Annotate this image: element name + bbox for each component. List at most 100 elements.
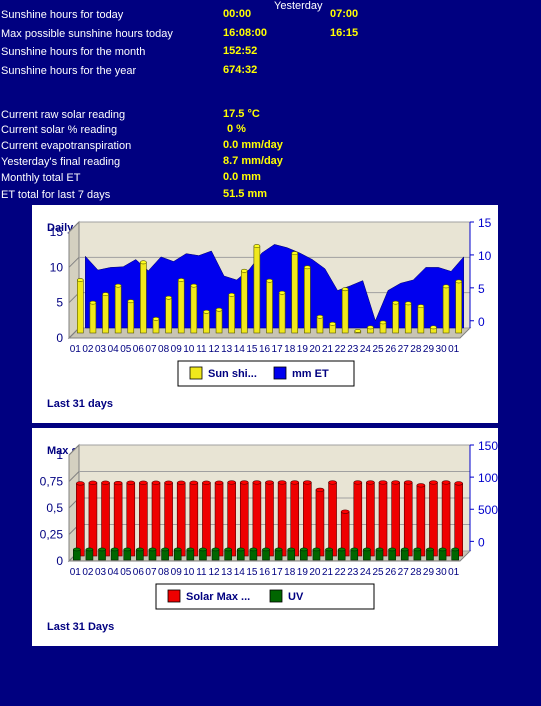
x-tick-label: 10 <box>183 344 195 355</box>
sun-bar-top <box>379 320 387 325</box>
et-7days-label: ET total for last 7 days <box>1 189 111 201</box>
x-tick-label: 30 <box>436 344 448 355</box>
sun-bar-top <box>266 278 273 283</box>
solar-bar <box>265 482 274 557</box>
sun-bar-top <box>240 268 248 273</box>
solar-bar <box>290 482 300 557</box>
uv-bar-top <box>148 547 157 552</box>
uv-bar-top <box>300 547 308 552</box>
y2-tick-label: 15 <box>478 216 492 230</box>
sunshine-et-chart: Daily sunshine hours/ ET0510150510150102… <box>47 216 492 410</box>
uv-bar-top <box>388 547 396 552</box>
solar-bar-top <box>252 480 262 485</box>
solar-uv-chart-panel: Max solar, Max UV00,250,50,7510500100015… <box>32 428 498 646</box>
x-tick-label: 21 <box>322 344 334 355</box>
sunshine-year-label: Sunshine hours for the year <box>1 65 137 77</box>
x-tick-label: 09 <box>171 567 183 578</box>
uv-bar-top <box>325 547 333 552</box>
x-tick-label: 11 <box>196 567 207 578</box>
x-tick-label: 16 <box>259 567 271 578</box>
sun-bar-top <box>291 251 299 256</box>
legend-box <box>177 360 355 387</box>
x-tick-label: 21 <box>322 567 334 578</box>
x-tick-label: 24 <box>360 344 372 355</box>
x-tick-label: 03 <box>95 344 107 355</box>
solar-bar <box>227 482 236 557</box>
uv-bar-top <box>363 547 371 552</box>
x-tick-label: 01 <box>448 567 460 578</box>
solar-bar-top <box>277 480 287 485</box>
sun-bar <box>102 293 109 334</box>
sun-bar-top <box>77 278 84 282</box>
sun-bar <box>253 245 261 334</box>
x-tick-label: 20 <box>309 567 321 578</box>
y2-tick-label: 0 <box>478 535 485 549</box>
sun-bar-top <box>114 283 122 288</box>
solar-bar <box>416 485 426 557</box>
solar-bar-top <box>101 480 110 485</box>
sun-bar-top <box>253 244 261 248</box>
x-tick-label: 06 <box>133 567 145 578</box>
sun-bar <box>127 300 135 334</box>
sunshine-chart-panel: Daily sunshine hours/ ET0510150510150102… <box>32 205 498 423</box>
sun-bar <box>165 297 172 334</box>
gridline <box>68 256 80 268</box>
raw-solar-label: Current raw solar reading <box>1 109 126 121</box>
uv-bar-top <box>161 547 169 552</box>
gridline <box>68 221 80 233</box>
solar-bar-top <box>328 480 337 485</box>
solar-bar <box>303 482 312 557</box>
x-tick-label: 18 <box>284 344 296 355</box>
solar-bar-top <box>151 480 161 485</box>
sun-bar-top <box>367 325 374 330</box>
y-tick-label: 10 <box>50 260 64 274</box>
x-tick-label: 02 <box>82 344 94 355</box>
y-tick-label: 0,25 <box>40 528 64 542</box>
sun-bar <box>266 280 273 334</box>
x-tick-label: 08 <box>158 344 170 355</box>
legend-swatch <box>189 366 203 380</box>
sun-bar-top <box>430 325 437 330</box>
sun-bar <box>417 305 425 334</box>
x-tick-label: 19 <box>297 567 309 578</box>
sun-bar-top <box>102 292 109 297</box>
et-7days-value: 51.5 mm <box>223 188 268 200</box>
solar-bar <box>391 482 400 557</box>
solar-bar <box>189 482 199 557</box>
sun-bar <box>228 294 235 334</box>
solar-bar <box>202 482 211 557</box>
legend-swatch <box>273 366 287 380</box>
uv-bar-top <box>98 547 106 552</box>
uv-bar-top <box>224 547 232 552</box>
solar-uv-chart: Max solar, Max UV00,250,50,7510500100015… <box>40 439 498 633</box>
gridline <box>68 471 80 482</box>
solar-bar <box>328 482 337 557</box>
x-tick-label: 22 <box>335 567 347 578</box>
y2-tick-label: 10 <box>478 249 492 263</box>
solar-bar-top <box>176 480 186 485</box>
sun-bar-top <box>329 321 336 326</box>
x-tick-label: 28 <box>410 567 422 578</box>
y2-tick-label: 5 <box>478 282 485 296</box>
sun-bar <box>316 316 324 334</box>
solar-bar <box>353 482 363 557</box>
uv-bar-top <box>426 547 434 552</box>
y-tick-label: 0 <box>56 331 63 345</box>
uv-bar-top <box>413 547 422 552</box>
sun-bar-top <box>392 300 399 305</box>
solar-bar <box>76 483 85 557</box>
solar-bar-top <box>290 480 300 485</box>
solar-bar-top <box>391 480 400 485</box>
x-tick-label: 14 <box>234 344 246 355</box>
sunshine-today-label: Sunshine hours for today <box>1 9 124 21</box>
sun-bar <box>404 303 412 334</box>
uv-bar-top <box>110 547 119 552</box>
x-tick-label: 30 <box>436 567 448 578</box>
uv-bar-top <box>375 547 384 552</box>
monthly-et-label: Monthly total ET <box>1 172 81 184</box>
solar-bar <box>151 482 161 557</box>
raw-solar-value: 17.5 °C <box>223 108 260 120</box>
sunshine-month-label: Sunshine hours for the month <box>1 46 146 58</box>
sun-bar <box>392 302 399 334</box>
